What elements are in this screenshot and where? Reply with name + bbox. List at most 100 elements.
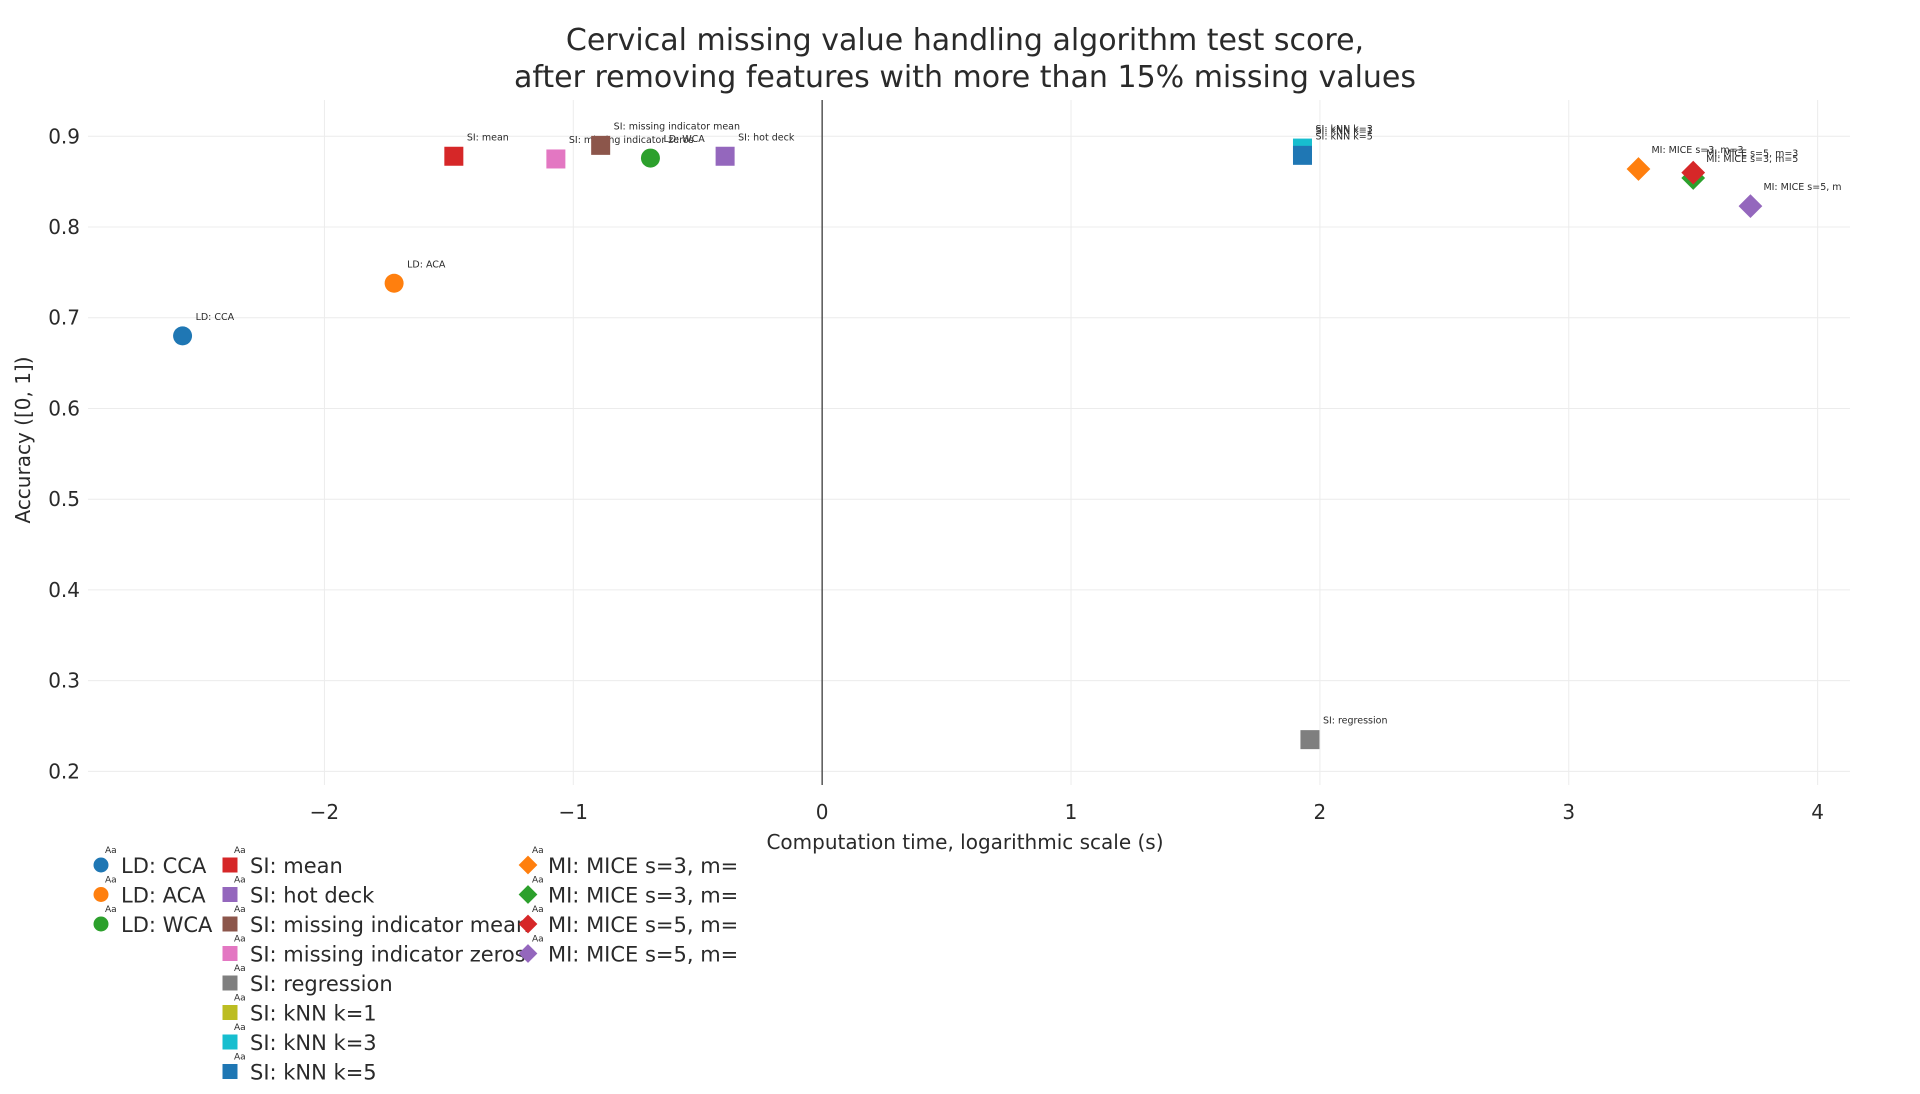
legend-label: SI: kNN k=3 — [250, 1031, 377, 1055]
x-axis-ticks: −2 −1 0 1 2 3 4 — [310, 800, 1824, 824]
point-si-hot-deck — [715, 146, 735, 166]
legend-item-si-regression[interactable]: Aa SI: regression — [222, 964, 393, 996]
point-label-si-knn-k-5: SI: kNN k=5 — [1315, 131, 1372, 142]
x-tick-label: 4 — [1811, 800, 1824, 824]
legend-aa-glyph: Aa — [234, 905, 246, 915]
legend-label: SI: missing indicator zeros — [250, 943, 526, 967]
legend-marker — [518, 885, 538, 904]
point-si-missing-indicator-mean — [591, 135, 611, 155]
point-si-mean — [444, 146, 464, 166]
point-label-mi-mice-s-5-m-5: MI: MICE s=5, m — [1763, 182, 1841, 193]
legend-marker — [222, 1064, 238, 1079]
legend-aa-glyph: Aa — [234, 876, 246, 886]
legend-aa-glyph: Aa — [234, 964, 246, 974]
legend-label: SI: mean — [250, 854, 343, 878]
legend-label: SI: kNN k=1 — [250, 1002, 377, 1026]
y-tick-label: 0.7 — [48, 306, 80, 330]
legend-item-si-hot-deck[interactable]: Aa SI: hot deck — [222, 876, 376, 908]
x-tick-label: 3 — [1562, 800, 1575, 824]
x-tick-label: 2 — [1314, 800, 1327, 824]
point-mi-mice-s-5-m-3 — [1681, 160, 1706, 185]
legend-label: MI: MICE s=5, m= — [548, 913, 738, 937]
point-labels: LD: CCA LD: ACA LD: WCA SI: mean SI: hot dec… — [196, 121, 1842, 726]
legend-aa-glyph: Aa — [234, 1053, 246, 1063]
point-label-mi-mice-s-3-m-3: MI: MICE s=3, m=3 — [1651, 145, 1743, 156]
chart-title-line-2: after removing features with more than 1… — [514, 60, 1416, 95]
legend-label: LD: ACA — [121, 884, 206, 908]
legend-item-mi-mice-s-5-m-5[interactable]: Aa MI: MICE s=5, m= — [518, 935, 739, 967]
y-tick-label: 0.5 — [48, 487, 80, 511]
legend-label: SI: missing indicator mean — [250, 913, 529, 937]
legend-item-si-missing-indicator-mean[interactable]: Aa SI: missing indicator mean — [222, 905, 530, 937]
point-ld-wca — [640, 148, 660, 168]
legend-item-ld-wca[interactable]: Aa LD: WCA — [93, 905, 214, 937]
point-label-si-missing-indicator-mean: SI: missing indicator mean — [614, 121, 740, 132]
x-tick-label: −1 — [559, 800, 588, 824]
y-tick-label: 0.8 — [48, 215, 80, 239]
legend-marker — [222, 1005, 238, 1020]
point-label-si-regression: SI: regression — [1323, 716, 1388, 727]
legend-aa-glyph: Aa — [234, 994, 246, 1004]
legend-label: SI: hot deck — [250, 884, 375, 908]
legend-marker — [518, 944, 538, 963]
y-tick-label: 0.4 — [48, 578, 80, 602]
legend-label: MI: MICE s=3, m= — [548, 884, 738, 908]
point-label-mi-mice-s-5-m-3: MI: MICE s=5, m=3 — [1706, 149, 1798, 160]
legend-aa-glyph: Aa — [234, 1023, 246, 1033]
legend-marker — [222, 1034, 238, 1050]
grid — [88, 100, 1850, 785]
legend-item-si-knn-k-3[interactable]: Aa SI: kNN k=3 — [222, 1023, 377, 1055]
legend-marker — [222, 975, 238, 991]
legend-item-si-knn-k-1[interactable]: Aa SI: kNN k=1 — [222, 994, 377, 1026]
legend-aa-glyph: Aa — [532, 935, 544, 945]
legend-item-ld-aca[interactable]: Aa LD: ACA — [93, 876, 207, 908]
point-mi-mice-s-5-m-5 — [1738, 194, 1763, 219]
legend-marker — [93, 857, 109, 873]
point-label-ld-aca: LD: ACA — [407, 259, 446, 270]
point-label-si-hot-deck: SI: hot deck — [738, 132, 795, 143]
legend-aa-glyph: Aa — [234, 935, 246, 945]
point-ld-aca — [384, 273, 404, 293]
legend-marker — [222, 916, 238, 932]
data-points — [173, 135, 1763, 750]
legend-label: SI: regression — [250, 972, 393, 996]
legend-aa-glyph: Aa — [105, 846, 117, 856]
x-axis-title: Computation time, logarithmic scale (s) — [766, 830, 1163, 854]
legend-item-mi-mice-s-3-m-3[interactable]: Aa MI: MICE s=3, m= — [518, 846, 739, 878]
legend-aa-glyph: Aa — [532, 876, 544, 886]
y-tick-label: 0.9 — [48, 124, 80, 148]
x-tick-label: −2 — [310, 800, 339, 824]
point-label-ld-cca: LD: CCA — [196, 312, 235, 323]
legend-marker — [518, 914, 538, 934]
legend-marker — [93, 887, 109, 902]
legend-marker — [222, 946, 238, 961]
legend-item-mi-mice-s-3-m-5[interactable]: Aa MI: MICE s=3, m= — [518, 876, 739, 908]
point-si-missing-indicator-zeros — [546, 149, 566, 169]
point-ld-cca — [173, 326, 193, 346]
legend-aa-glyph: Aa — [105, 905, 117, 915]
y-tick-label: 0.3 — [48, 669, 80, 693]
legend-aa-glyph: Aa — [234, 846, 246, 856]
legend-label: LD: CCA — [121, 854, 207, 878]
legend-marker — [222, 887, 238, 902]
legend-aa-glyph: Aa — [532, 846, 544, 856]
point-mi-mice-s-3-m-3 — [1626, 157, 1651, 181]
legend-aa-glyph: Aa — [532, 905, 544, 915]
legend-item-ld-cca[interactable]: Aa LD: CCA — [93, 846, 207, 878]
x-tick-label: 1 — [1065, 800, 1078, 824]
legend-item-mi-mice-s-5-m-3[interactable]: Aa MI: MICE s=5, m= — [518, 905, 739, 937]
y-axis-title: Accuracy ([0, 1]) — [11, 356, 35, 523]
legend-item-si-missing-indicator-zeros[interactable]: Aa SI: missing indicator zeros — [222, 935, 526, 967]
point-si-knn-k-5 — [1292, 145, 1312, 165]
point-label-si-knn-k-1: SI: kNN k=1 — [1315, 126, 1372, 137]
legend-item-si-mean[interactable]: Aa SI: mean — [222, 846, 343, 878]
legend-label: LD: WCA — [121, 913, 213, 937]
legend-item-si-knn-k-5[interactable]: Aa SI: kNN k=5 — [222, 1053, 377, 1085]
y-tick-label: 0.2 — [48, 759, 80, 783]
point-label-si-missing-indicator-zeros: SI: missing indicator zeros — [569, 135, 694, 146]
legend-label: SI: kNN k=5 — [250, 1061, 377, 1085]
point-label-si-mean: SI: mean — [467, 132, 509, 143]
point-label-ld-wca: LD: WCA — [663, 134, 705, 145]
